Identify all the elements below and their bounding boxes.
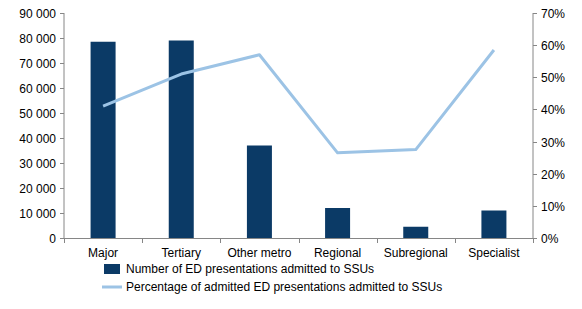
y2-tick-label: 60% (541, 39, 565, 53)
legend-label: Number of ED presentations admitted to S… (126, 262, 374, 276)
y2-tick (533, 77, 537, 78)
legend-swatch (104, 264, 120, 274)
y2-tick-label: 40% (541, 103, 565, 117)
y-tick (60, 63, 64, 64)
y-tick-label: 0 (49, 232, 56, 246)
y-tick (60, 163, 64, 164)
x-tick-label: Other metro (227, 246, 291, 260)
y2-axis (533, 13, 534, 238)
y2-tick (533, 13, 537, 14)
bar (91, 42, 116, 238)
line (103, 50, 494, 153)
y2-tick (533, 174, 537, 175)
y-tick (60, 188, 64, 189)
legend-swatch (102, 286, 122, 289)
y-tick (60, 138, 64, 139)
x-tick (533, 238, 534, 243)
y-tick (60, 88, 64, 89)
y2-tick-label: 30% (541, 136, 565, 150)
y2-tick-label: 20% (541, 168, 565, 182)
y-tick (60, 238, 64, 239)
y-tick (60, 38, 64, 39)
y-tick-label: 90 000 (19, 7, 56, 21)
bar (169, 41, 194, 239)
x-tick-label: Tertiary (162, 246, 201, 260)
x-tick (377, 238, 378, 243)
y2-tick-label: 50% (541, 71, 565, 85)
bar (481, 211, 506, 239)
x-tick (299, 238, 300, 243)
y-tick-label: 40 000 (19, 132, 56, 146)
y-tick-label: 20 000 (19, 182, 56, 196)
marks (91, 41, 507, 239)
x-axis (64, 238, 533, 239)
y-tick (60, 13, 64, 14)
chart: 0 10 000 20 000 30 000 40 000 50 000 60 000 70 … (0, 0, 582, 309)
y-tick-label: 60 000 (19, 82, 56, 96)
bar (247, 146, 272, 239)
x-tick (220, 238, 221, 243)
y2-tick (533, 142, 537, 143)
x-tick-label: Subregional (384, 246, 448, 260)
x-tick-label: Regional (314, 246, 361, 260)
y-axis (64, 13, 65, 238)
x-tick (455, 238, 456, 243)
y-tick-label: 30 000 (19, 157, 56, 171)
y2-tick-label: 70% (541, 7, 565, 21)
y2-tick (533, 206, 537, 207)
y-tick (60, 213, 64, 214)
x-tick (64, 238, 65, 243)
y-tick-label: 80 000 (19, 32, 56, 46)
legend-label: Percentage of admitted ED presentations … (126, 280, 442, 294)
y-tick-label: 70 000 (19, 57, 56, 71)
x-tick-label: Specialist (468, 246, 520, 260)
x-tick (142, 238, 143, 243)
x-tick-label: Major (88, 246, 118, 260)
bar (403, 227, 428, 238)
y-tick-label: 50 000 (19, 107, 56, 121)
y-tick (60, 113, 64, 114)
bar (325, 208, 350, 238)
y-tick-label: 10 000 (19, 207, 56, 221)
y2-tick (533, 45, 537, 46)
y2-tick-label: 0% (541, 232, 559, 246)
y2-tick-label: 10% (541, 200, 565, 214)
y2-tick (533, 109, 537, 110)
